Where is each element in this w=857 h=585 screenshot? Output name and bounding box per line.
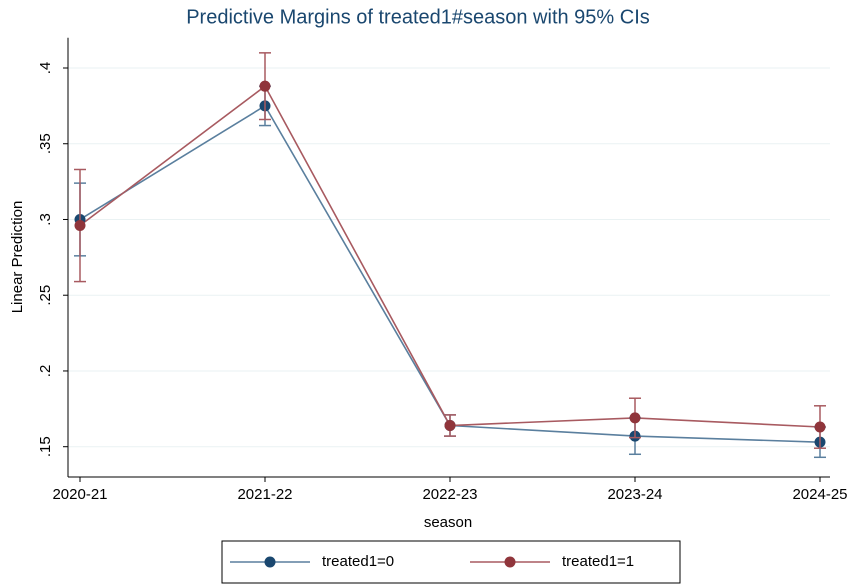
point [259,80,271,92]
y-tick-label: .3 [37,213,54,226]
legend-marker [504,556,516,568]
legend-marker [264,556,276,568]
x-tick-label: 2024-25 [792,486,847,503]
y-tick-label: .2 [37,365,54,378]
legend-label: treated1=0 [322,553,394,570]
x-axis-label: season [424,514,472,531]
legend-label: treated1=1 [562,553,634,570]
point [629,412,641,424]
x-tick-label: 2022-23 [422,486,477,503]
chart-title: Predictive Margins of treated1#season wi… [186,6,650,28]
x-tick-label: 2020-21 [52,486,107,503]
point [814,421,826,433]
point [444,419,456,431]
series-line [79,84,821,428]
y-tick-label: .15 [37,436,54,457]
series-line [79,104,821,443]
point [74,220,86,232]
y-tick-label: .25 [37,285,54,306]
x-tick-label: 2023-24 [607,486,662,503]
y-axis-label: Linear Prediction [9,201,26,314]
x-tick-label: 2021-22 [237,486,292,503]
y-tick-label: .4 [37,62,54,75]
y-tick-label: .35 [37,133,54,154]
